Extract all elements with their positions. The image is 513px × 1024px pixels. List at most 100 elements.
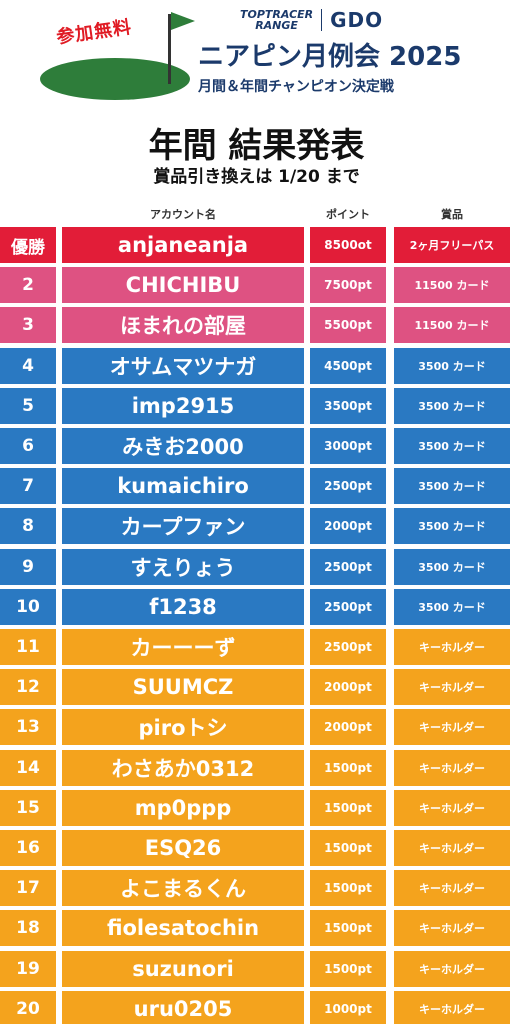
prize-cell: キーホルダー <box>394 910 510 947</box>
prize-cell: 3500 カード <box>394 548 510 585</box>
points-cell: 2500pt <box>310 468 386 505</box>
table-row: 8 カープファン 2000pt 3500 カード <box>0 508 513 545</box>
rank-cell: 10 <box>0 588 56 625</box>
account-name-cell: uru0205 <box>62 990 304 1024</box>
account-name-cell: SUUMCZ <box>62 669 304 706</box>
points-cell: 8500ot <box>310 227 386 263</box>
rank-cell: 17 <box>0 870 56 907</box>
rank-cell: 18 <box>0 910 56 947</box>
account-name-cell: f1238 <box>62 588 304 625</box>
points-cell: 5500pt <box>310 307 386 344</box>
table-row: 19 suzunori 1500pt キーホルダー <box>0 950 513 987</box>
account-name-cell: わさあか0312 <box>62 749 304 786</box>
points-cell: 2500pt <box>310 629 386 665</box>
rank-cell: 5 <box>0 387 56 424</box>
account-name-cell: ほまれの部屋 <box>62 307 304 344</box>
account-name-cell: kumaichiro <box>62 468 304 505</box>
rank-cell: 20 <box>0 990 56 1024</box>
prize-cell: 11500 カード <box>394 267 510 304</box>
results-title: 年間 結果発表 <box>148 126 365 166</box>
event-title: ニアピン月例会 2025 <box>198 42 462 72</box>
points-cell: 2000pt <box>310 669 386 706</box>
table-row: 2 CHICHIBU 7500pt 11500 カード <box>0 267 513 304</box>
flag-pole-icon <box>168 14 171 84</box>
table-row: 20 uru0205 1000pt キーホルダー <box>0 990 513 1024</box>
rank-cell: 6 <box>0 428 56 464</box>
points-cell: 2000pt <box>310 508 386 545</box>
table-row: 15 mp0ppp 1500pt キーホルダー <box>0 789 513 826</box>
prize-cell: キーホルダー <box>394 789 510 826</box>
prize-cell: 3500 カード <box>394 468 510 505</box>
rank-cell: 優勝 <box>0 227 56 263</box>
brand-divider <box>321 9 323 31</box>
table-row: 5 imp2915 3500pt 3500 カード <box>0 387 513 424</box>
points-cell: 3000pt <box>310 428 386 464</box>
prize-cell: キーホルダー <box>394 669 510 706</box>
prize-cell: 3500 カード <box>394 508 510 545</box>
table-header: アカウント名 ポイント 賞品 <box>0 206 513 224</box>
table-row: 10 f1238 2500pt 3500 カード <box>0 588 513 625</box>
rank-cell: 8 <box>0 508 56 545</box>
prize-cell: キーホルダー <box>394 870 510 907</box>
points-cell: 1500pt <box>310 789 386 826</box>
brand-logos: TOPTRACER RANGE GDO <box>240 8 383 32</box>
prize-cell: キーホルダー <box>394 709 510 746</box>
points-cell: 2500pt <box>310 588 386 625</box>
rank-cell: 9 <box>0 548 56 585</box>
prize-cell: 3500 カード <box>394 428 510 464</box>
prize-cell: キーホルダー <box>394 950 510 987</box>
account-name-cell: オサムマツナガ <box>62 347 304 384</box>
rank-cell: 13 <box>0 709 56 746</box>
account-name-cell: カーーーず <box>62 629 304 665</box>
table-row: 優勝 anjaneanja 8500ot 2ヶ月フリーパス <box>0 227 513 263</box>
prize-cell: キーホルダー <box>394 629 510 665</box>
account-name-cell: suzunori <box>62 950 304 987</box>
table-row: 18 fiolesatochin 1500pt キーホルダー <box>0 910 513 947</box>
points-cell: 1000pt <box>310 990 386 1024</box>
points-cell: 1500pt <box>310 749 386 786</box>
toptracer-logo: TOPTRACER RANGE <box>240 8 314 32</box>
rank-cell: 11 <box>0 629 56 665</box>
prize-cell: 3500 カード <box>394 347 510 384</box>
event-subtitle: 月間＆年間チャンピオン決定戦 <box>198 79 394 95</box>
prize-cell: 11500 カード <box>394 307 510 344</box>
rank-cell: 14 <box>0 749 56 786</box>
points-cell: 4500pt <box>310 347 386 384</box>
account-name-cell: CHICHIBU <box>62 267 304 304</box>
points-cell: 1500pt <box>310 870 386 907</box>
free-entry-badge: 参加無料 <box>55 16 134 49</box>
rank-cell: 2 <box>0 267 56 304</box>
golf-green-graphic <box>40 58 190 100</box>
table-row: 3 ほまれの部屋 5500pt 11500 カード <box>0 307 513 344</box>
rank-cell: 15 <box>0 789 56 826</box>
account-name-cell: fiolesatochin <box>62 910 304 947</box>
table-row: 14 わさあか0312 1500pt キーホルダー <box>0 749 513 786</box>
table-row: 6 みきお2000 3000pt 3500 カード <box>0 428 513 464</box>
event-banner: 参加無料 TOPTRACER RANGE GDO ニアピン月例会 2025 月間… <box>0 0 513 110</box>
table-row: 12 SUUMCZ 2000pt キーホルダー <box>0 669 513 706</box>
table-row: 4 オサムマツナガ 4500pt 3500 カード <box>0 347 513 384</box>
column-header-prize: 賞品 <box>441 208 463 221</box>
prize-cell: 2ヶ月フリーパス <box>394 227 510 263</box>
points-cell: 3500pt <box>310 387 386 424</box>
column-header-account: アカウント名 <box>150 208 216 221</box>
account-name-cell: imp2915 <box>62 387 304 424</box>
table-row: 17 よこまるくん 1500pt キーホルダー <box>0 870 513 907</box>
prize-cell: 3500 カード <box>394 588 510 625</box>
rank-cell: 7 <box>0 468 56 505</box>
column-header-points: ポイント <box>326 208 370 221</box>
prize-cell: キーホルダー <box>394 749 510 786</box>
prize-cell: キーホルダー <box>394 990 510 1024</box>
account-name-cell: anjaneanja <box>62 227 304 263</box>
table-row: 9 すえりょう 2500pt 3500 カード <box>0 548 513 585</box>
account-name-cell: みきお2000 <box>62 428 304 464</box>
points-cell: 7500pt <box>310 267 386 304</box>
table-row: 16 ESQ26 1500pt キーホルダー <box>0 830 513 866</box>
prize-cell: 3500 カード <box>394 387 510 424</box>
points-cell: 1500pt <box>310 830 386 866</box>
gdo-logo: GDO <box>330 8 384 32</box>
account-name-cell: すえりょう <box>62 548 304 585</box>
account-name-cell: mp0ppp <box>62 789 304 826</box>
golf-flag-icon <box>171 12 195 30</box>
table-row: 13 piroトシ 2000pt キーホルダー <box>0 709 513 746</box>
